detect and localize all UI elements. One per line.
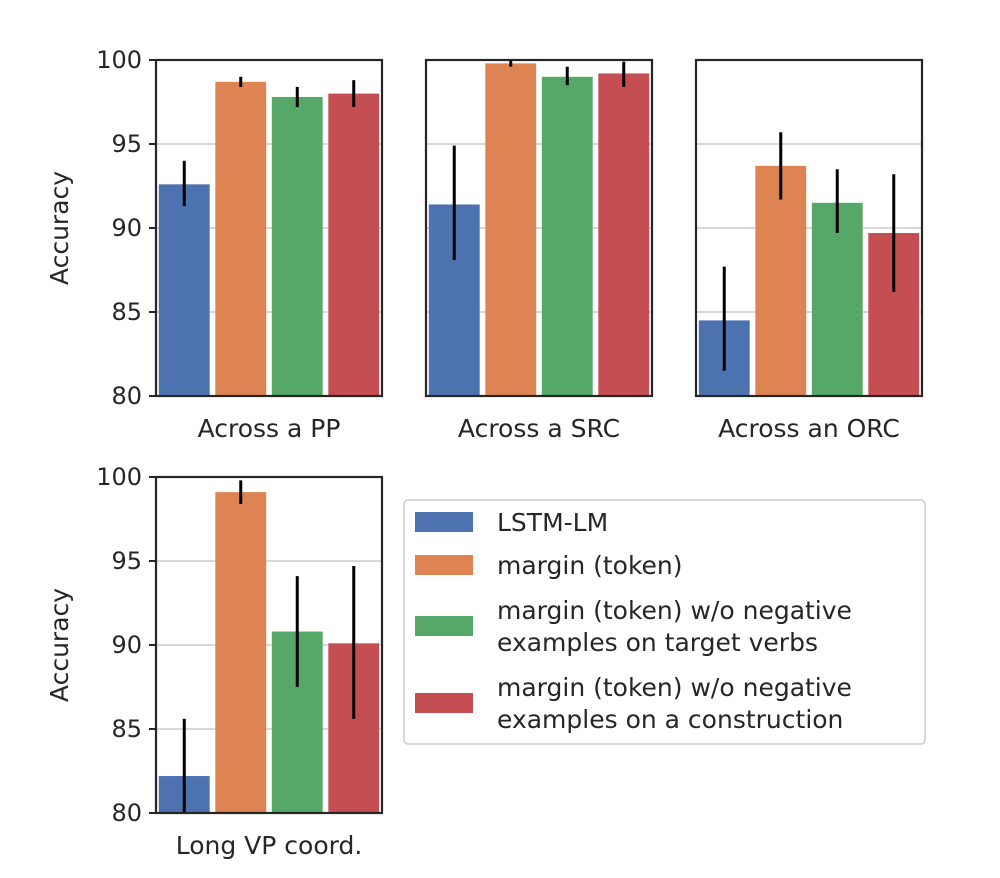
legend: LSTM-LM margin (token) margin (token) w/o … [403, 499, 926, 745]
x-axis-label: Long VP coord. [176, 831, 363, 860]
panel-1: 80 85 90 95 100 Across a PP Accuracy [45, 46, 384, 443]
bar-4 [598, 73, 650, 396]
legend-frame [403, 499, 926, 745]
y-tick-label: 85 [111, 298, 142, 326]
bar-3 [811, 202, 863, 396]
y-axis-label: Accuracy [45, 171, 74, 285]
y-axis-label: Accuracy [45, 588, 74, 702]
bar-3 [271, 96, 323, 397]
bar-3 [541, 76, 593, 397]
bar-2 [215, 81, 267, 396]
y-tick-label: 100 [96, 46, 142, 74]
legend-label-2: margin (token) [497, 551, 683, 580]
bar-2 [485, 63, 537, 397]
panel-3: Across an ORC [694, 58, 924, 443]
legend-swatch-3 [415, 616, 473, 636]
legend-label-1: LSTM-LM [497, 508, 608, 537]
legend-label-3: margin (token) w/o negative examples on t… [497, 596, 852, 657]
chart-panels: 80 85 90 95 100 Across a PP Accuracy Across a S… [45, 46, 924, 860]
panel-frame [424, 58, 654, 398]
legend-label-4: margin (token) w/o negative examples on a… [497, 673, 852, 734]
panel-frame [694, 58, 924, 398]
bar-4 [328, 93, 380, 396]
y-tick-label: 95 [111, 130, 142, 158]
y-tick-label: 80 [111, 382, 142, 410]
y-tick-label: 100 [96, 463, 142, 491]
x-axis-label: Across an ORC [718, 414, 900, 443]
bar-2 [215, 492, 267, 813]
bar-1 [158, 184, 210, 396]
y-tick-label: 90 [111, 631, 142, 659]
y-tick-label: 85 [111, 715, 142, 743]
panel-4: 80 85 90 95 100 Long VP coord. Accuracy [45, 463, 384, 860]
legend-swatch-4 [415, 693, 473, 713]
panel-frame [154, 58, 384, 398]
y-tick-label: 95 [111, 547, 142, 575]
x-axis-label: Across a PP [198, 414, 341, 443]
legend-swatch-2 [415, 555, 473, 575]
panel-frame [154, 475, 384, 815]
legend-swatch-1 [415, 512, 473, 532]
bar-2 [755, 165, 807, 396]
panel-2: Across a SRC [424, 58, 654, 443]
y-tick-label: 90 [111, 214, 142, 242]
x-axis-label: Across a SRC [458, 414, 620, 443]
y-tick-label: 80 [111, 799, 142, 827]
